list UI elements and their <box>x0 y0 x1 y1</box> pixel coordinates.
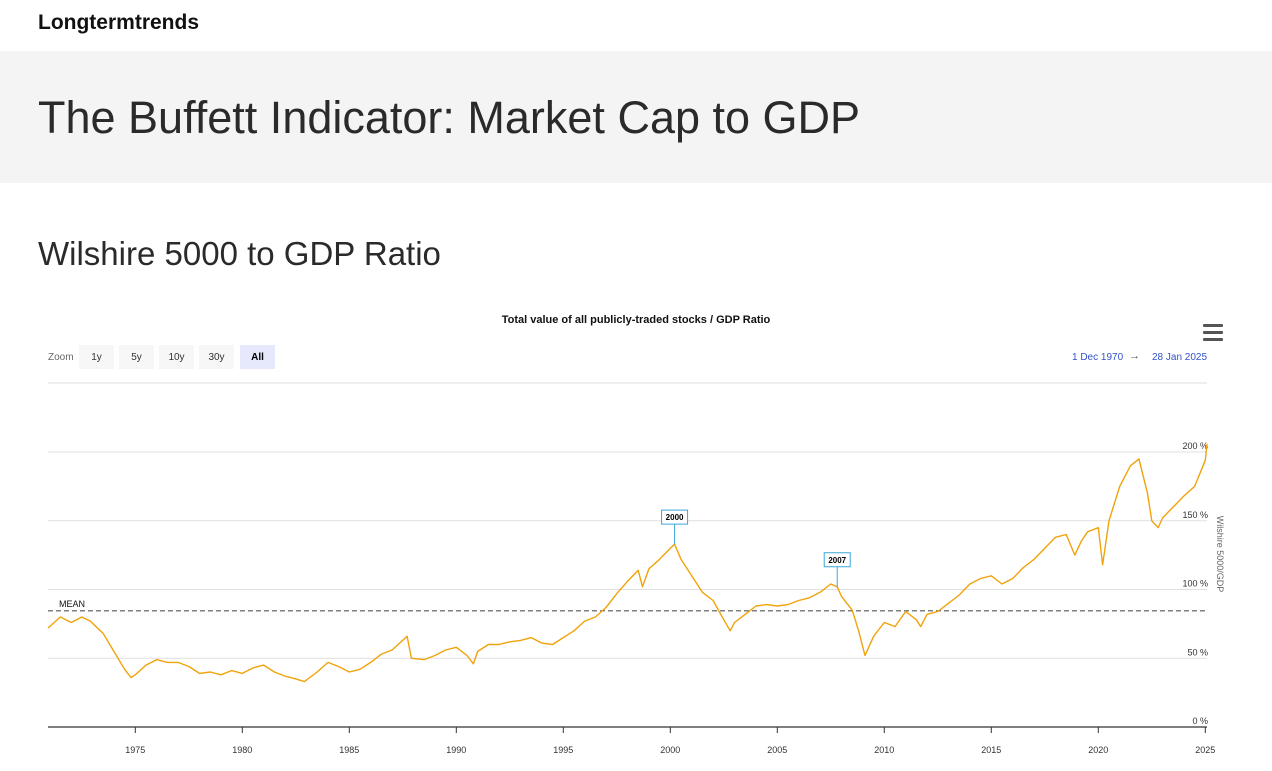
x-tick-label: 1985 <box>339 745 359 755</box>
hero-banner: The Buffett Indicator: Market Cap to GDP <box>0 51 1272 183</box>
x-tick-label: 2020 <box>1088 745 1108 755</box>
x-tick-label: 2025 <box>1195 745 1215 755</box>
flag-box <box>661 509 689 525</box>
x-tick-label: 1980 <box>232 745 252 755</box>
y-tick-label: 150 % <box>1182 510 1208 520</box>
hamburger-menu-icon[interactable] <box>1203 324 1223 341</box>
x-tick-label: 2000 <box>660 745 680 755</box>
y-tick-label: 0 % <box>1192 716 1208 726</box>
y-tick-label: 50 % <box>1187 647 1208 657</box>
range-from-input[interactable]: 1 Dec 1970 <box>1072 352 1124 363</box>
flag-box <box>823 552 851 568</box>
y-axis-title: Wilshire 5000/GDP <box>1215 516 1225 593</box>
x-tick-label: 2010 <box>874 745 894 755</box>
series-line <box>47 443 1208 683</box>
zoom-all-button[interactable]: All <box>240 345 275 369</box>
flag-label: 2000 <box>666 513 684 522</box>
site-logo[interactable]: Longtermtrends <box>38 11 200 34</box>
x-tick-label: 1995 <box>553 745 573 755</box>
x-tick-label: 1990 <box>446 745 466 755</box>
mean-label: MEAN <box>59 599 85 609</box>
section-title: Wilshire 5000 to GDP Ratio <box>38 235 441 272</box>
x-tick-label: 1975 <box>125 745 145 755</box>
page-title: The Buffett Indicator: Market Cap to GDP <box>38 92 861 143</box>
x-tick-label: 2005 <box>767 745 787 755</box>
zoom-1y-button[interactable]: 1y <box>79 345 114 369</box>
y-tick-label: 100 % <box>1182 579 1208 589</box>
zoom-5y-button[interactable]: 5y <box>119 345 154 369</box>
x-tick-label: 2015 <box>981 745 1001 755</box>
flag-label: 2007 <box>828 556 846 565</box>
zoom-label: Zoom <box>48 352 74 363</box>
chart-title: Total value of all publicly-traded stock… <box>501 314 771 326</box>
zoom-30y-button[interactable]: 30y <box>199 345 234 369</box>
range-arrow: → <box>1129 350 1140 362</box>
range-to-input[interactable]: 28 Jan 2025 <box>1152 352 1208 363</box>
y-tick-label: 200 % <box>1182 441 1208 451</box>
zoom-10y-button[interactable]: 10y <box>159 345 194 369</box>
